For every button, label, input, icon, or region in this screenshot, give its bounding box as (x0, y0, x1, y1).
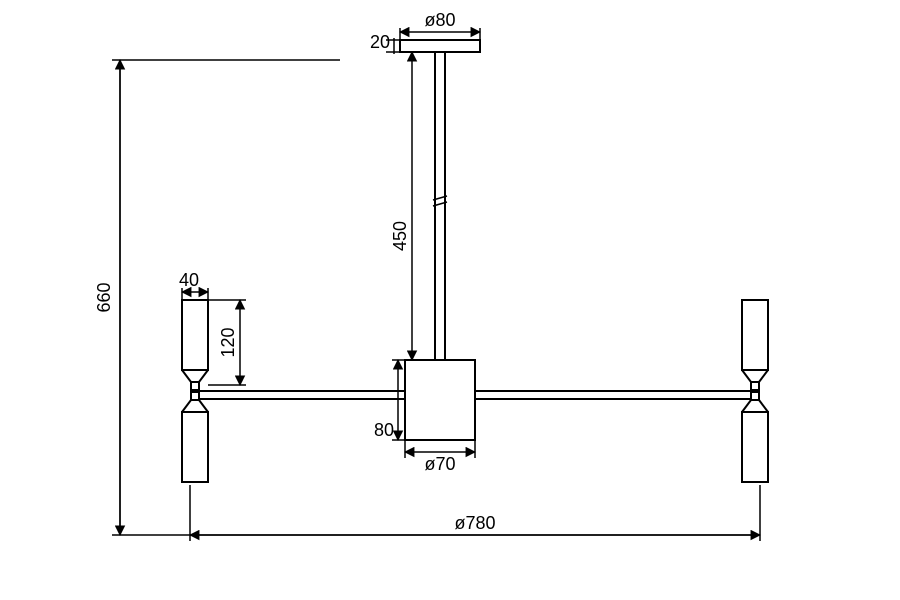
hub (405, 360, 475, 440)
dim-120-label: 120 (218, 327, 238, 357)
socket-right-down-body (742, 412, 768, 482)
dim-80-label: 80 (374, 420, 394, 440)
socket-left-down-body (182, 412, 208, 482)
socket-right-down-neck (742, 400, 768, 412)
dim-o70-label: ø70 (424, 454, 455, 474)
dim-660-label: 660 (94, 282, 114, 312)
downrod (435, 52, 445, 360)
dim-20-label: 20 (370, 32, 390, 52)
socket-left-down-neck (182, 400, 208, 412)
socket-right-up-neck (742, 370, 768, 382)
dim-450-label: 450 (390, 221, 410, 251)
socket-right-up-body (742, 300, 768, 370)
dim-o80-label: ø80 (424, 10, 455, 30)
socket-left-up-neck (182, 370, 208, 382)
canopy (400, 40, 480, 52)
dim-780-label: ø780 (454, 513, 495, 533)
socket-left-up-body (182, 300, 208, 370)
dim-40-label: 40 (179, 270, 199, 290)
